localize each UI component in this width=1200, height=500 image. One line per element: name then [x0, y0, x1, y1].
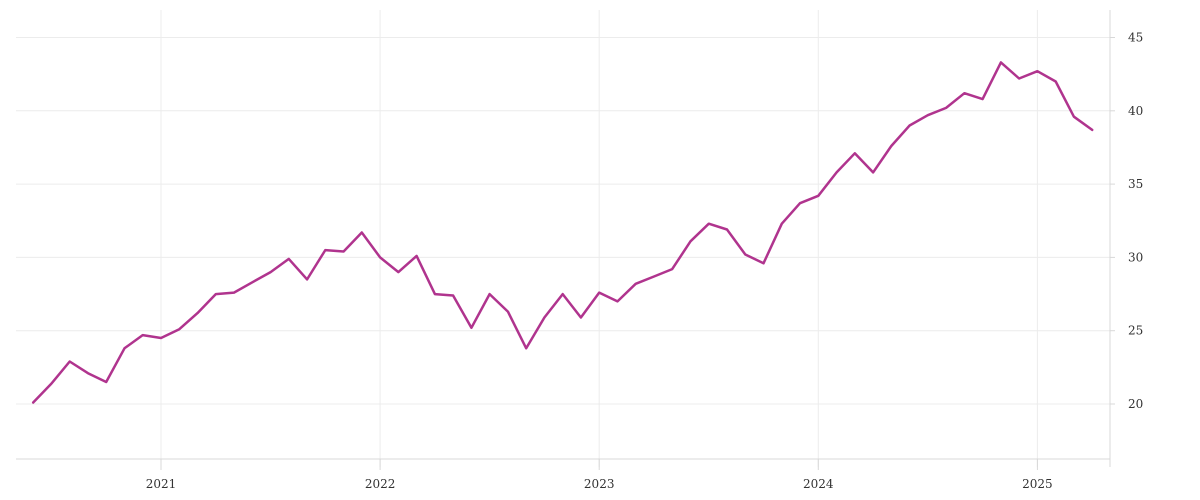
x-tick-label: 2022 — [365, 477, 396, 491]
x-tick-label: 2023 — [584, 477, 615, 491]
series-group — [31, 61, 1094, 404]
vertical-gridlines — [160, 10, 1038, 467]
y-tick-label: 20 — [1128, 397, 1143, 411]
y-tick-label: 25 — [1128, 324, 1143, 338]
y-axis-ticks: 20 25 30 35 40 45 — [1110, 31, 1143, 411]
y-tick-label: 35 — [1128, 177, 1143, 191]
x-tick-label: 2024 — [803, 477, 834, 491]
x-axis-ticks: 2021 2022 2023 2024 2025 — [146, 459, 1053, 491]
y-tick-label: 45 — [1128, 31, 1143, 45]
y-tick-label: 40 — [1128, 104, 1143, 118]
y-tick-label: 30 — [1128, 250, 1143, 264]
series-line-0 — [31, 61, 1094, 404]
x-tick-label: 2025 — [1022, 477, 1053, 491]
x-tick-label: 2021 — [146, 477, 177, 491]
horizontal-gridlines — [16, 37, 1110, 405]
